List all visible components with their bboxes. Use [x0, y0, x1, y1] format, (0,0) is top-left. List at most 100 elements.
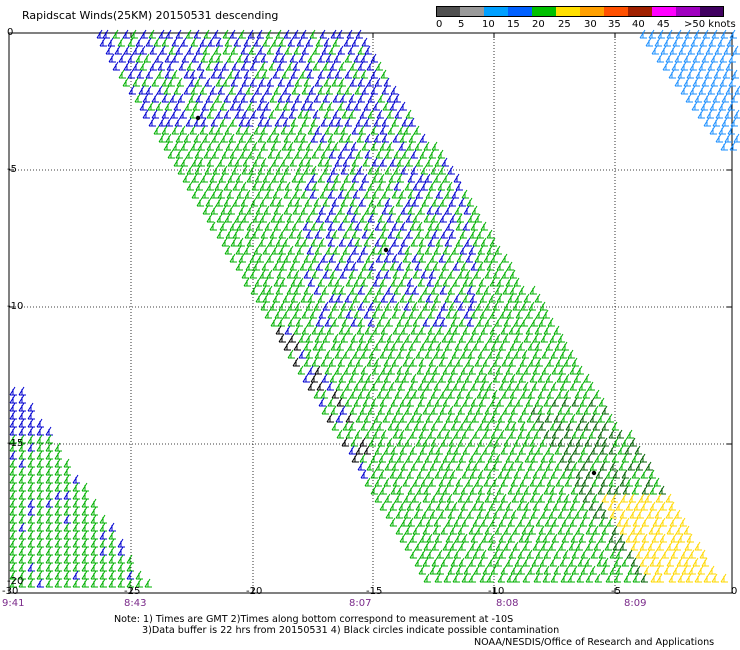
wind-barb	[389, 293, 397, 303]
wind-barb	[394, 109, 402, 119]
wind-barb	[486, 261, 494, 271]
wind-barb	[272, 293, 280, 303]
wind-barb	[638, 493, 646, 503]
wind-barb	[330, 165, 338, 175]
wind-barb	[563, 389, 571, 399]
wind-barb	[246, 173, 254, 183]
wind-barb	[342, 213, 350, 223]
wind-barb	[537, 461, 545, 471]
wind-barb	[260, 141, 268, 151]
wind-barb	[519, 421, 527, 431]
wind-barb	[589, 461, 597, 471]
wind-barb	[550, 349, 558, 359]
wind-barb	[304, 181, 312, 191]
wind-barb	[407, 485, 415, 495]
wind-barb	[244, 189, 252, 199]
wind-barb	[512, 573, 520, 583]
wind-barb	[503, 541, 511, 551]
wind-barb	[364, 45, 372, 55]
wind-barb	[442, 541, 450, 551]
wind-barb	[367, 109, 375, 119]
wind-barb	[447, 357, 455, 367]
wind-barb	[452, 325, 460, 335]
wind-barb	[99, 562, 107, 572]
wind-barb	[154, 53, 162, 63]
lat-label: -5	[7, 164, 17, 175]
wind-barb	[640, 469, 648, 479]
wind-barb	[255, 293, 263, 303]
wind-barb	[371, 173, 379, 183]
wind-barb	[155, 101, 163, 111]
wind-barb	[512, 541, 520, 551]
wind-barb	[444, 237, 452, 247]
wind-barb	[555, 477, 563, 487]
wind-barb	[326, 413, 334, 423]
wind-barb	[565, 405, 573, 415]
wind-barb	[684, 29, 692, 39]
wind-barb	[428, 269, 436, 279]
wind-barb	[466, 197, 474, 207]
wind-barb	[435, 341, 443, 351]
wind-barb	[226, 53, 234, 63]
wind-barb	[370, 125, 378, 135]
wind-barb	[402, 253, 410, 263]
wind-barb	[305, 301, 313, 311]
wind-barb	[441, 421, 449, 431]
wind-barb	[478, 277, 486, 287]
wind-barb	[459, 245, 467, 255]
wind-barb	[311, 357, 319, 367]
wind-barb	[415, 229, 423, 239]
wind-barb	[171, 69, 179, 79]
wind-barb	[217, 85, 225, 95]
wind-barb	[380, 429, 388, 439]
wind-barb	[583, 421, 591, 431]
wind-barb	[339, 93, 347, 103]
wind-barb	[675, 525, 683, 535]
wind-barb	[373, 357, 381, 367]
wind-barb	[513, 437, 521, 447]
wind-barb	[148, 29, 156, 39]
wind-barb	[318, 237, 326, 247]
wind-barb	[455, 565, 463, 575]
wind-barb	[352, 189, 360, 199]
wind-barb	[563, 373, 571, 383]
wind-barb	[72, 482, 80, 492]
wind-barb	[344, 189, 352, 199]
wind-barb	[362, 157, 370, 167]
wind-barb	[345, 277, 353, 287]
wind-barb	[517, 413, 525, 423]
wind-barb	[697, 565, 705, 575]
wind-barb	[349, 61, 357, 71]
wind-barb	[27, 498, 35, 508]
wind-barb	[486, 245, 494, 255]
wind-barb	[171, 125, 179, 135]
wind-barb	[305, 333, 313, 343]
wind-barb	[567, 453, 575, 463]
wind-barb	[442, 485, 450, 495]
wind-barb	[370, 205, 378, 215]
wind-barb	[601, 525, 609, 535]
wind-barb	[457, 301, 465, 311]
wind-barb	[209, 85, 217, 95]
wind-barb	[128, 85, 136, 95]
wind-barb	[455, 477, 463, 487]
wind-barb	[567, 349, 575, 359]
wind-barb	[143, 53, 151, 63]
wind-barb	[569, 381, 577, 391]
wind-barb	[348, 373, 356, 383]
wind-barb	[677, 573, 685, 583]
wind-barb	[517, 549, 525, 559]
wind-barb	[293, 341, 301, 351]
wind-barb	[183, 133, 191, 143]
wind-barb	[215, 125, 223, 135]
wind-barb	[297, 109, 305, 119]
wind-barb	[461, 533, 469, 543]
wind-barb	[278, 229, 286, 239]
wind-barb	[342, 349, 350, 359]
wind-barb	[494, 245, 502, 255]
wind-barb	[399, 413, 407, 423]
wind-barb	[703, 573, 711, 583]
wind-barb	[352, 69, 360, 79]
wind-barb	[608, 477, 616, 487]
wind-barb	[549, 557, 557, 567]
